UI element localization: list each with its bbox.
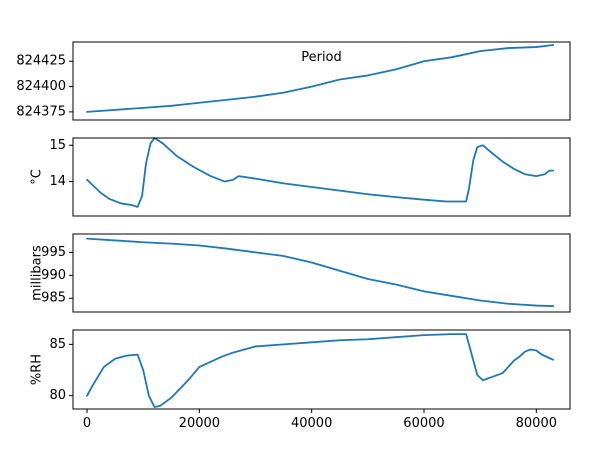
subplots-container: 824375 824400 824425 Period 14 15 °C 985 990 995m… [16, 41, 571, 431]
x-tick-label-5: 80000 [516, 416, 557, 431]
y-tick-label-1-1: 824375 [16, 104, 66, 119]
y-axis-label-2: °C [30, 169, 45, 185]
subplot-2: 14 15 °C [30, 137, 571, 217]
y-tick-label-4-1: 80 [49, 388, 66, 403]
axes-frame-4 [72, 329, 571, 410]
x-tick-label-3: 40000 [291, 416, 332, 431]
panel-title-1: Period [301, 50, 342, 65]
subplot-4: 80 85 0 20000 40000 60000 80000 %RH [30, 329, 571, 431]
axes-frame-3 [72, 233, 571, 313]
y-tick-label-3-2: 990 [41, 268, 66, 283]
axes-frame-2 [72, 137, 571, 217]
series-line-1-1 [86, 44, 555, 113]
series-line-4-1 [86, 333, 555, 408]
x-tick-label-4: 60000 [403, 416, 444, 431]
y-tick-label-2-2: 15 [49, 138, 66, 153]
y-tick-label-1-3: 824425 [16, 54, 66, 69]
x-tick-label-2: 20000 [179, 416, 220, 431]
y-tick-label-3-1: 985 [41, 291, 66, 306]
y-tick-label-2-1: 14 [49, 174, 66, 189]
y-tick-label-1-2: 824400 [16, 79, 66, 94]
y-tick-label-4-2: 85 [49, 337, 66, 352]
x-tick-label-1: 0 [83, 416, 91, 431]
y-tick-label-3-3: 995 [41, 245, 66, 260]
subplot-1: 824375 824400 824425 Period [16, 41, 571, 121]
series-line-3-1 [86, 237, 555, 307]
series-line-2-1 [86, 137, 555, 208]
axes-frame-1 [72, 41, 571, 121]
y-axis-label-3: millibars [30, 245, 45, 301]
y-axis-label-4: %RH [30, 354, 45, 385]
